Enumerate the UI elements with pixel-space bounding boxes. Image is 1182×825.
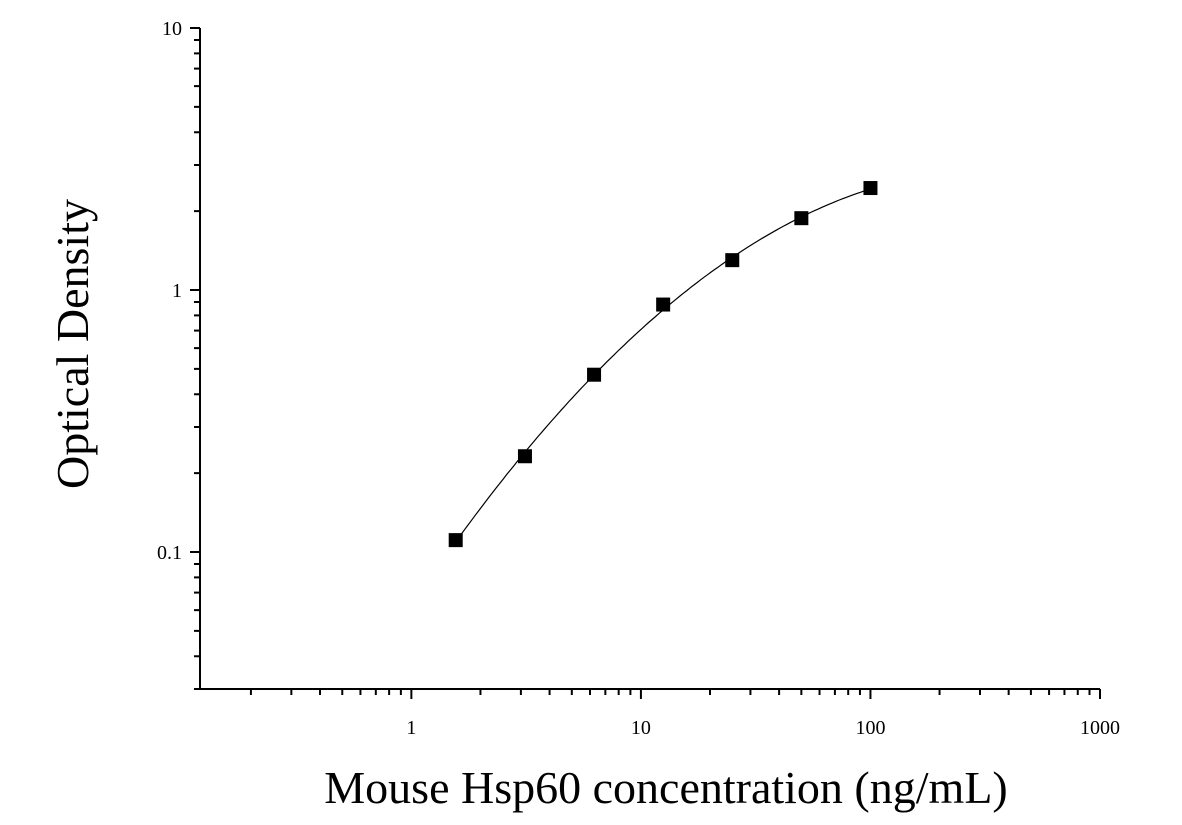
data-point bbox=[517, 449, 532, 464]
fit-curve-group bbox=[454, 188, 871, 544]
y-tick-label: 1 bbox=[172, 280, 182, 302]
data-point bbox=[725, 253, 740, 268]
y-tick-label: 10 bbox=[162, 18, 182, 40]
axes bbox=[199, 28, 1100, 690]
data-point bbox=[656, 297, 671, 312]
x-axis-title: Mouse Hsp60 concentration (ng/mL) bbox=[324, 762, 1007, 813]
y-tick-label: 0.1 bbox=[157, 542, 182, 564]
y-axis-title: Optical Density bbox=[47, 199, 98, 489]
data-points bbox=[448, 181, 878, 548]
x-tick-label: 1000 bbox=[1080, 717, 1120, 739]
data-point bbox=[587, 367, 602, 382]
tick-labels: 1 10 100 1000 0.1 1 10 bbox=[157, 18, 1120, 739]
data-point bbox=[794, 211, 809, 226]
x-tick-label: 10 bbox=[631, 717, 651, 739]
data-point bbox=[863, 181, 878, 196]
data-point bbox=[448, 533, 463, 548]
x-tick-label: 1 bbox=[406, 717, 416, 739]
fit-curve bbox=[454, 188, 871, 544]
ticks bbox=[190, 27, 1101, 699]
x-tick-label: 100 bbox=[855, 717, 885, 739]
